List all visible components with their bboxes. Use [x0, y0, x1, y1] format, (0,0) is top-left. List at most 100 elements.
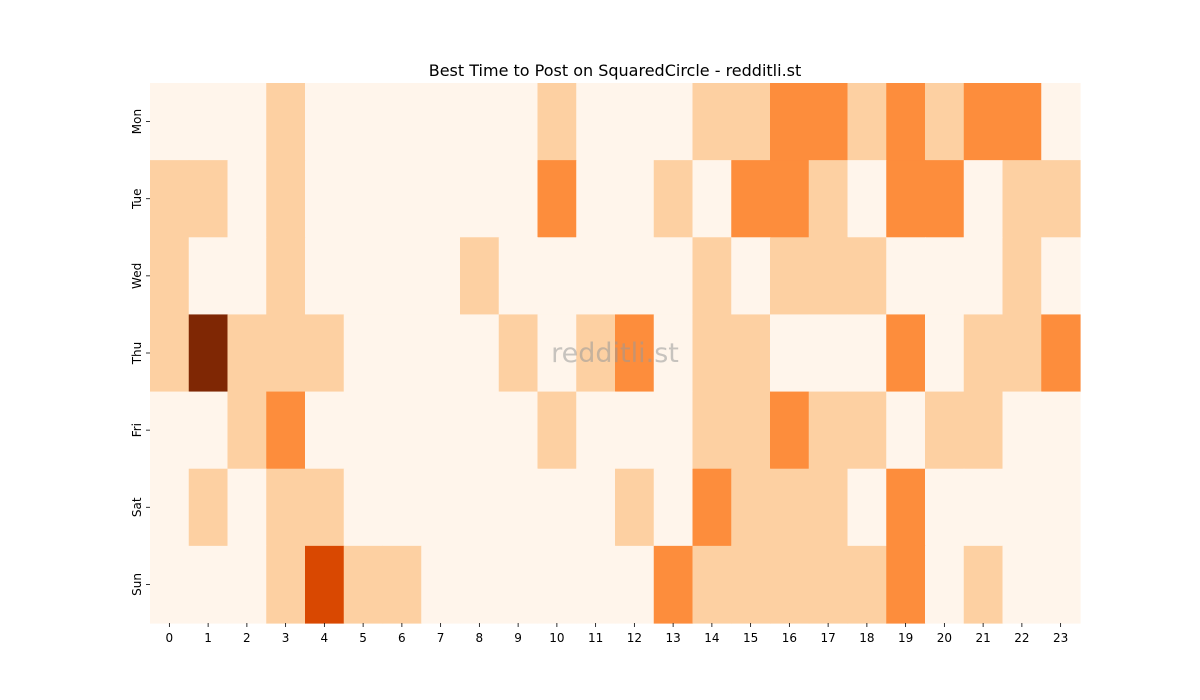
- heatmap-cell: [925, 391, 965, 470]
- heatmap-cell: [227, 237, 267, 316]
- heatmap-cell: [653, 468, 694, 547]
- heatmap-cell: [963, 237, 1004, 316]
- heatmap-cell: [770, 237, 810, 316]
- heatmap-cell: [537, 545, 577, 624]
- heatmap-cell: [847, 545, 887, 624]
- heatmap-cell: [653, 237, 694, 316]
- heatmap-cell: [266, 468, 306, 547]
- heatmap-cell: [615, 83, 655, 161]
- heatmap-cell: [227, 83, 267, 161]
- heatmap-cell: [498, 545, 539, 624]
- x-tick-label: 8: [476, 631, 484, 645]
- heatmap-cell: [770, 391, 810, 470]
- x-tick-label: 0: [166, 631, 174, 645]
- x-tick-label: 10: [549, 631, 564, 645]
- heatmap-cell: [886, 545, 926, 624]
- x-tick-label: 23: [1053, 631, 1068, 645]
- x-tick-label: 6: [398, 631, 406, 645]
- heatmap-cell: [692, 314, 732, 393]
- heatmap-cell: [731, 160, 771, 238]
- heatmap-cell: [731, 83, 771, 161]
- heatmap-cell: [498, 314, 539, 393]
- heatmap-cell: [576, 237, 616, 316]
- heatmap-cell: [963, 314, 1004, 393]
- heatmap-cell: [847, 160, 887, 238]
- heatmap-cell: [963, 468, 1004, 547]
- heatmap-cell: [537, 468, 577, 547]
- heatmap-cell: [188, 237, 229, 316]
- heatmap-cell: [343, 160, 384, 238]
- heatmap-cell: [1041, 314, 1081, 393]
- heatmap-cell: [963, 160, 1004, 238]
- heatmap-cell: [847, 314, 887, 393]
- heatmap-cell: [1002, 314, 1042, 393]
- heatmap-cell: [576, 391, 616, 470]
- heatmap-cell: [1041, 160, 1081, 238]
- x-tick-label: 22: [1014, 631, 1029, 645]
- heatmap-cell: [537, 83, 577, 161]
- heatmap-cell: [770, 160, 810, 238]
- heatmap-cell: [731, 314, 771, 393]
- heatmap-cell: [305, 237, 345, 316]
- heatmap-cell: [460, 391, 500, 470]
- x-tick-label: 4: [321, 631, 329, 645]
- heatmap-cell: [1041, 83, 1081, 161]
- heatmap-cell: [692, 468, 732, 547]
- heatmap-cell: [615, 160, 655, 238]
- y-tick-label: Fri: [130, 423, 144, 437]
- y-tick-label: Sat: [130, 497, 144, 517]
- heatmap-cell: [460, 83, 500, 161]
- heatmap-cell: [770, 314, 810, 393]
- heatmap-cell: [266, 391, 306, 470]
- heatmap-cell: [421, 237, 461, 316]
- heatmap-cell: [1002, 83, 1042, 161]
- heatmap-cell: [227, 391, 267, 470]
- x-tick-label: 11: [588, 631, 603, 645]
- heatmap-cell: [421, 468, 461, 547]
- heatmap-cell: [460, 160, 500, 238]
- heatmap-cell: [653, 160, 694, 238]
- heatmap-cell: [1002, 468, 1042, 547]
- heatmap-cell: [150, 314, 190, 393]
- watermark-text: redditli.st: [551, 338, 679, 369]
- heatmap-cell: [731, 468, 771, 547]
- heatmap-cell: [731, 391, 771, 470]
- x-tick-label: 15: [743, 631, 758, 645]
- heatmap-cell: [808, 468, 849, 547]
- heatmap-cell: [188, 83, 229, 161]
- heatmap-cell: [382, 545, 422, 624]
- heatmap-cell: [808, 237, 849, 316]
- heatmap-cell: [343, 391, 384, 470]
- heatmap-cell: [498, 83, 539, 161]
- heatmap-cell: [615, 391, 655, 470]
- x-tick-label: 3: [282, 631, 290, 645]
- heatmap-cell: [188, 545, 229, 624]
- heatmap-cell: [653, 83, 694, 161]
- y-tick-label: Tue: [130, 188, 144, 210]
- heatmap-cell: [188, 468, 229, 547]
- heatmap-cell: [963, 83, 1004, 161]
- heatmap-cell: [615, 545, 655, 624]
- x-tick-label: 13: [665, 631, 680, 645]
- heatmap-cell: [305, 545, 345, 624]
- heatmap-cell: [576, 545, 616, 624]
- heatmap-cell: [421, 545, 461, 624]
- heatmap-cell: [537, 391, 577, 470]
- x-tick-label: 18: [859, 631, 874, 645]
- heatmap-cell: [731, 237, 771, 316]
- heatmap-cell: [653, 391, 694, 470]
- heatmap-cell: [886, 160, 926, 238]
- heatmap-cell: [692, 545, 732, 624]
- chart-title: Best Time to Post on SquaredCircle - red…: [429, 61, 802, 80]
- heatmap-cell: [188, 391, 229, 470]
- heatmap-cell: [382, 237, 422, 316]
- heatmap-cell: [808, 160, 849, 238]
- heatmap-cell: [343, 83, 384, 161]
- heatmap-cell: [925, 314, 965, 393]
- heatmap-cell: [343, 314, 384, 393]
- heatmap-cell: [537, 160, 577, 238]
- heatmap-cell: [653, 545, 694, 624]
- heatmap-cell: [266, 314, 306, 393]
- y-axis: Mon Tue Wed Thu Fri Sat Sun: [130, 109, 150, 596]
